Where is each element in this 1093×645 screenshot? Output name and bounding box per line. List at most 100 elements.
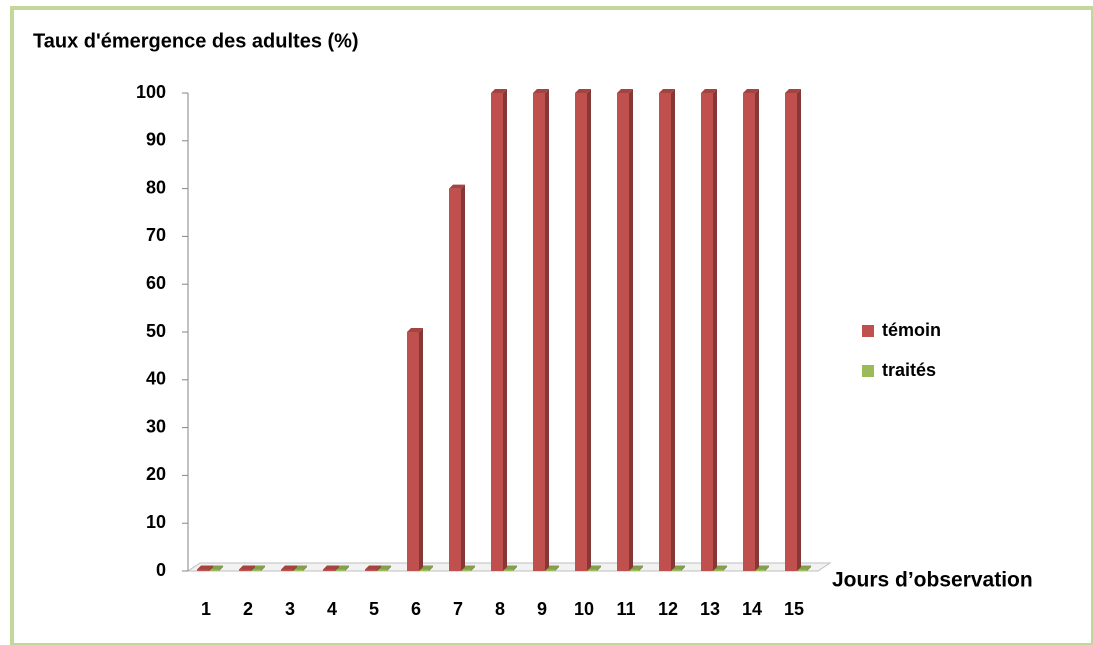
bar [617,93,629,571]
bar [491,93,503,571]
bar-top [323,565,339,570]
y-tick-label: 80 [146,177,166,197]
bar [627,569,639,571]
x-tick-label: 3 [285,599,295,619]
y-tick-label: 40 [146,369,166,389]
bar-side [419,328,423,571]
bar-top [743,89,759,93]
bar-side [597,565,601,571]
x-tick-label: 7 [453,599,463,619]
bar [197,569,209,571]
bar-side [755,89,759,571]
bar-top [575,89,591,93]
bar-top [785,89,801,93]
y-tick-label: 30 [146,416,166,436]
bar-side [219,565,223,571]
x-tick-label: 2 [243,599,253,619]
bar [543,569,555,571]
bar [533,93,545,571]
bar-side [461,184,465,571]
y-tick-label: 10 [146,512,166,532]
bar-top [617,89,633,93]
bar-top [449,184,465,189]
bar-side [629,89,633,571]
bar-side [293,565,297,571]
x-tick-label: 14 [742,599,762,619]
bar [575,93,587,571]
chart-title: Taux d'émergence des adultes (%) [33,30,359,52]
bar-side [587,89,591,571]
bar [375,569,387,571]
x-tick-label: 13 [700,599,720,619]
bar [501,569,513,571]
bar-side [723,565,727,571]
bar-side [765,565,769,571]
bar [753,569,765,571]
frame [10,6,1093,645]
y-tick-label: 0 [156,560,166,580]
x-tick-label: 4 [327,599,337,619]
y-tick-label: 20 [146,464,166,484]
x-tick-label: 12 [658,599,678,619]
bar [417,569,429,571]
bar-side [261,565,265,571]
y-tick-label: 100 [136,82,166,102]
bar [459,569,471,571]
bar [743,93,755,571]
bar-side [671,89,675,571]
bar [785,93,797,571]
bar [795,569,807,571]
bar [701,93,713,571]
bar-top [407,328,423,332]
y-tick-label: 60 [146,273,166,293]
bar [323,569,335,571]
bar-side [471,565,475,571]
bar [711,569,723,571]
bar-top [239,565,255,570]
bar [239,569,251,571]
x-axis-label: Jours d’observation [832,569,1033,592]
bar-side [713,89,717,571]
x-tick-label: 11 [616,599,635,619]
bar [365,569,377,571]
bar-top [365,565,381,570]
bar-top [281,565,297,570]
bar-top [491,89,507,93]
x-tick-label: 10 [574,599,594,619]
bar-side [639,565,643,571]
bar-side [681,565,685,571]
bar-top [533,89,549,93]
bar-side [503,89,507,571]
bar [333,569,345,571]
bar [669,569,681,571]
bar [407,332,419,571]
bar-side [429,565,433,571]
bar-top [197,565,213,570]
bar-side [555,565,559,571]
legend-label: témoin [882,320,941,340]
bar [585,569,597,571]
bar-side [797,89,801,571]
bar [207,569,219,571]
y-tick-label: 90 [146,130,166,150]
bar-top [659,89,675,93]
bar-side [513,565,517,571]
y-tick-label: 50 [146,321,166,341]
x-tick-label: 9 [537,599,547,619]
bar-side [251,565,255,571]
bar-side [807,565,811,571]
bar [449,188,461,571]
x-tick-label: 1 [201,599,211,619]
bar-side [377,565,381,571]
legend-swatch [862,325,874,337]
bar-top [701,89,717,93]
x-tick-label: 5 [369,599,379,619]
bar-side [209,565,213,571]
bar [659,93,671,571]
y-tick-label: 70 [146,225,166,245]
bar-side [303,565,307,571]
bar-side [545,89,549,571]
legend-label: traités [882,360,936,380]
bar [281,569,293,571]
